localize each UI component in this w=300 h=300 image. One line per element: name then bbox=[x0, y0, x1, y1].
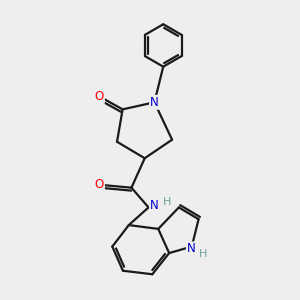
Text: N: N bbox=[187, 242, 196, 255]
Text: O: O bbox=[95, 178, 104, 191]
Text: O: O bbox=[95, 90, 104, 103]
Text: H: H bbox=[199, 249, 207, 259]
Text: N: N bbox=[150, 199, 159, 212]
Text: H: H bbox=[163, 197, 171, 207]
Text: N: N bbox=[150, 96, 159, 109]
